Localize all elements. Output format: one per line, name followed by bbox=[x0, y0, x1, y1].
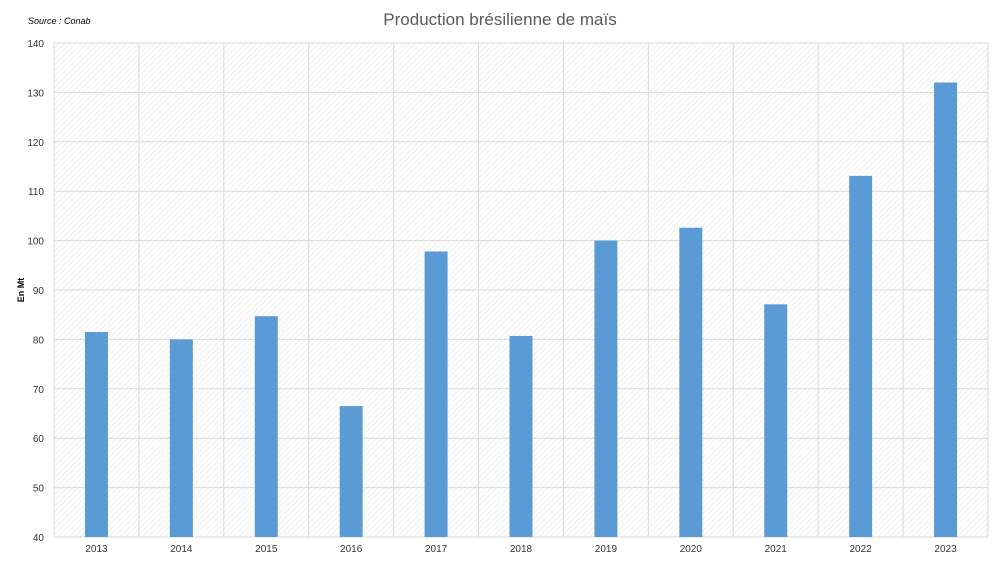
bar bbox=[84, 331, 108, 537]
y-tick-label: 120 bbox=[27, 138, 44, 149]
bar bbox=[764, 304, 788, 537]
y-tick-label: 130 bbox=[27, 88, 44, 99]
x-tick-label: 2019 bbox=[595, 544, 618, 555]
x-tick-label: 2018 bbox=[510, 544, 533, 555]
source-note: Source : Conab bbox=[28, 16, 91, 26]
x-tick-label: 2023 bbox=[934, 544, 957, 555]
x-tick-label: 2021 bbox=[765, 544, 788, 555]
x-tick-label: 2015 bbox=[255, 544, 278, 555]
bar bbox=[594, 240, 618, 537]
y-tick-label: 110 bbox=[28, 187, 44, 198]
bar bbox=[339, 406, 363, 537]
bar bbox=[424, 251, 448, 537]
y-tick-label: 90 bbox=[33, 286, 45, 297]
y-tick-label: 140 bbox=[27, 39, 44, 50]
gridlines bbox=[53, 42, 989, 538]
y-tick-label: 60 bbox=[33, 434, 45, 445]
x-tick-label: 2020 bbox=[680, 544, 703, 555]
y-axis-ticks: 40 50 60 70 80 90 100 110 120 130 140 bbox=[27, 39, 44, 544]
x-tick-label: 2016 bbox=[340, 544, 363, 555]
x-tick-label: 2022 bbox=[850, 544, 873, 555]
y-tick-label: 40 bbox=[33, 533, 45, 544]
bar bbox=[254, 316, 278, 537]
y-tick-label: 50 bbox=[33, 484, 45, 495]
x-tick-label: 2013 bbox=[85, 544, 108, 555]
bar bbox=[679, 227, 703, 538]
chart-title: Production brésilienne de maïs bbox=[383, 10, 617, 29]
y-axis-label: En Mt bbox=[16, 278, 26, 303]
bar bbox=[934, 82, 958, 538]
bar bbox=[849, 175, 873, 538]
bar bbox=[509, 335, 533, 537]
bars bbox=[84, 82, 958, 538]
bar bbox=[169, 339, 193, 537]
x-axis-ticks: 2013 2014 2015 2016 2017 2018 2019 2020 2021 2022… bbox=[85, 544, 957, 555]
y-tick-label: 100 bbox=[27, 237, 44, 248]
y-tick-label: 70 bbox=[33, 385, 45, 396]
x-tick-label: 2017 bbox=[425, 544, 448, 555]
x-tick-label: 2014 bbox=[170, 544, 193, 555]
y-tick-label: 80 bbox=[33, 335, 45, 346]
